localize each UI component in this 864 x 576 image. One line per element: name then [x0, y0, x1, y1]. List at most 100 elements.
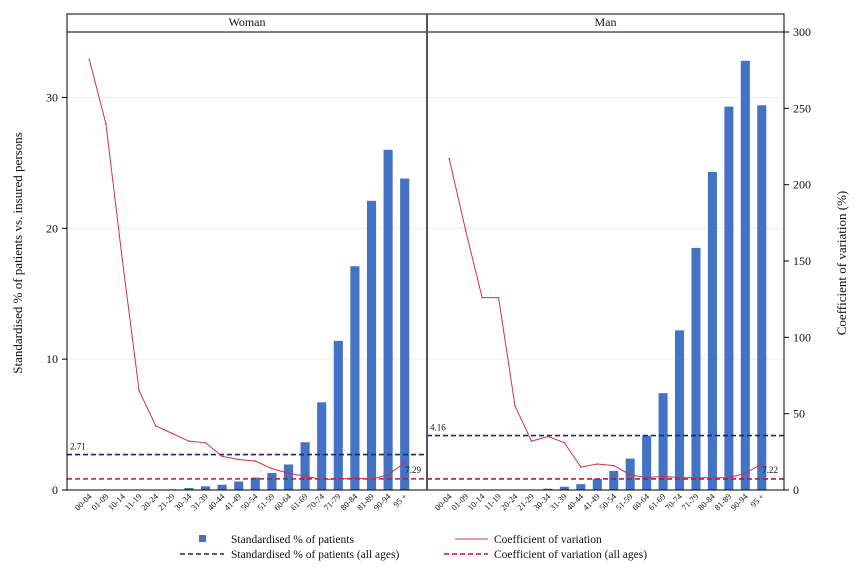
bar [267, 472, 277, 490]
panel-title: Woman [228, 15, 265, 29]
legend-bar-swatch [199, 535, 206, 542]
legend-bar-label: Standardised % of patients [231, 534, 354, 546]
category-tick-label: 80-84 [696, 491, 718, 513]
category-tick-label: 90-94 [729, 491, 751, 513]
cv-point [530, 440, 533, 442]
bar [383, 149, 393, 490]
bar [740, 60, 750, 490]
all-ages-cv-label: 7.22 [762, 465, 778, 475]
cv-point [171, 432, 174, 435]
cv-point [304, 475, 306, 478]
category-tick-label: 51-59 [255, 491, 276, 512]
bar [217, 484, 227, 490]
category-tick-label: 95 + [748, 491, 766, 509]
cv-point [154, 425, 157, 427]
category-tick-label: 60-64 [272, 491, 294, 513]
category-tick-label: 95 + [391, 491, 409, 509]
category-tick-label: 21-29 [515, 491, 536, 512]
cv-point [88, 58, 91, 61]
cv-point [287, 472, 290, 475]
bar [250, 477, 260, 490]
bar [576, 484, 586, 490]
bar [724, 106, 734, 491]
legend-bar-all-label: Standardised % of patients (all ages) [231, 549, 399, 561]
bar [675, 330, 685, 490]
cv-point [254, 460, 257, 462]
bar [350, 266, 360, 490]
y2-tick-label: 300 [793, 25, 811, 39]
category-tick-label: 80-84 [338, 491, 360, 513]
category-tick-label: 70-74 [305, 491, 327, 513]
bar [333, 340, 343, 490]
cv-point [678, 476, 681, 479]
category-tick-label: 21-29 [156, 491, 177, 512]
category-tick-label: 50-54 [597, 491, 619, 513]
category-tick-label: 70-74 [663, 491, 685, 513]
y2-tick-label: 150 [793, 254, 811, 268]
category-tick-label: 50-54 [239, 491, 261, 513]
bar [317, 402, 327, 490]
legend-cv-all-label: Coefficient of variation (all ages) [494, 549, 647, 561]
y2-tick-label: 250 [793, 101, 811, 115]
cv-point [354, 476, 356, 479]
bar [691, 247, 701, 490]
cv-point [481, 296, 483, 299]
y2-tick-label: 200 [793, 178, 811, 192]
all-ages-bar-label: 4.16 [430, 423, 446, 433]
cv-point [337, 478, 340, 481]
panel-man: Man 4.16 7.22 00-0401-0910-1411-1920-2421-2… [426, 13, 785, 513]
cv-line [448, 158, 763, 479]
y2-tick-label: 0 [793, 483, 799, 497]
bar [757, 105, 767, 490]
cv-point [464, 229, 467, 232]
category-tick-label: 90-94 [371, 491, 393, 513]
cv-point [448, 157, 451, 160]
category-tick-label: 51-59 [613, 491, 634, 512]
bar [300, 442, 310, 490]
cv-point [204, 441, 207, 444]
all-ages-cv-label: 7.29 [405, 465, 421, 475]
y-tick-label: 20 [46, 221, 58, 235]
cv-point [760, 463, 763, 465]
category-tick-label: 00-04 [433, 491, 455, 513]
category-tick-label: 10-14 [465, 491, 487, 513]
category-tick-label: 00-04 [73, 491, 95, 513]
bar [400, 178, 410, 490]
cv-point [121, 260, 124, 262]
cv-point [711, 476, 714, 479]
legend-cv-label: Coefficient of variation [494, 534, 602, 546]
bar [609, 471, 619, 490]
category-tick-label: 31-39 [189, 491, 210, 512]
legend: Standardised % of patients Coefficient of… [180, 534, 647, 561]
category-tick-label: 61-69 [288, 491, 309, 512]
cv-point [728, 476, 730, 479]
category-tick-label: 61-69 [646, 491, 667, 512]
category-tick-label: 30-34 [531, 491, 553, 513]
category-tick-label: 11-19 [123, 491, 144, 512]
category-tick-label: 40-44 [205, 491, 227, 513]
cv-point [271, 467, 273, 470]
category-tick-label: 10-14 [106, 491, 128, 513]
bar [707, 172, 717, 490]
bar [234, 481, 244, 490]
cv-point [514, 405, 516, 407]
category-tick-label: 41-49 [581, 491, 602, 512]
cv-point [105, 122, 107, 125]
cv-point [563, 441, 566, 444]
category-tick-label: 41-49 [222, 491, 243, 512]
bar [184, 488, 194, 490]
cv-point [387, 473, 389, 476]
cv-point [629, 473, 631, 476]
all-ages-bar-label: 2.71 [70, 442, 86, 452]
panel-title: Man [595, 15, 617, 29]
cv-point [580, 466, 582, 468]
y2-tick-label: 100 [793, 330, 811, 344]
y-tick-label: 30 [46, 90, 58, 104]
category-tick-label: 01-09 [89, 491, 110, 512]
bar [200, 486, 211, 490]
category-tick-label: 81-89 [712, 491, 733, 512]
category-tick-label: 60-64 [630, 491, 652, 513]
bar [658, 393, 668, 490]
